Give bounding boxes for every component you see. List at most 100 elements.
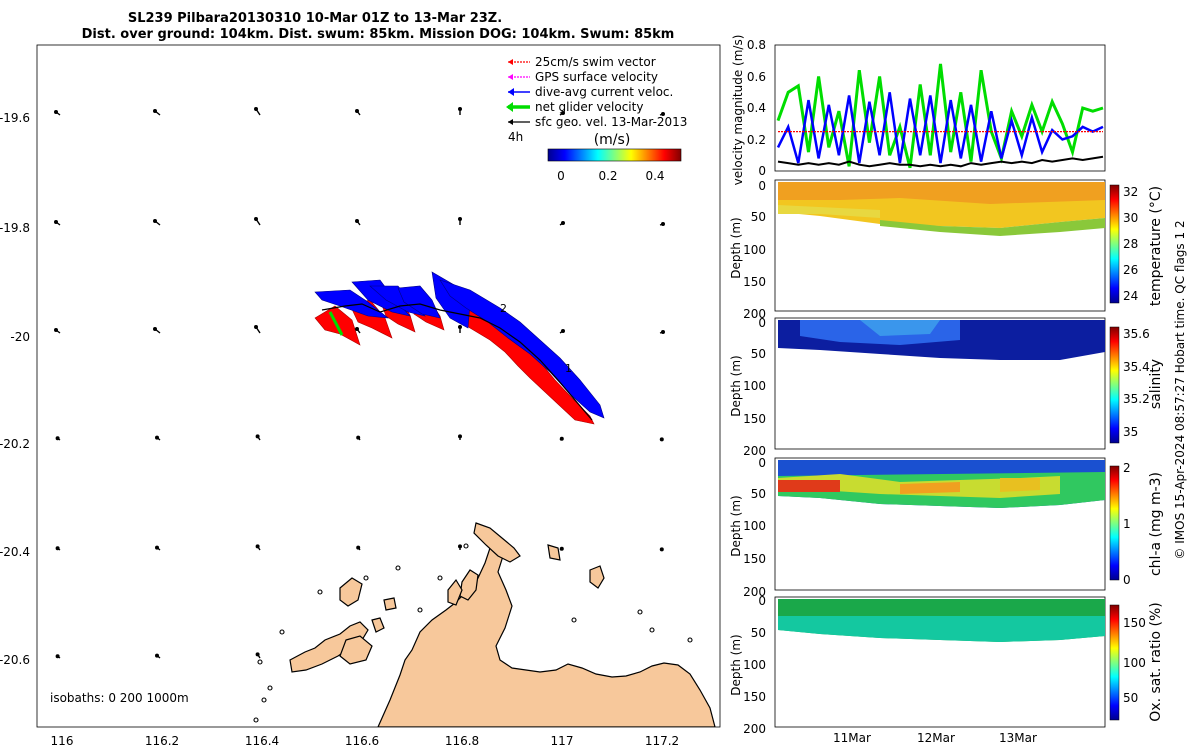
legend-sfc-geo: sfc geo. vel. 13-Mar-2013 [535, 115, 687, 129]
legend-4h: 4h [508, 130, 523, 144]
date-xtick: 11Mar [833, 731, 871, 745]
sfc-geo-arrowhead [659, 547, 664, 552]
sal-colorbar [1109, 326, 1120, 444]
sfc-geo-arrowhead [458, 106, 463, 111]
sfc-geo-arrowhead [355, 218, 360, 223]
map-panel: 2 1 116 116.2 116.4 116.6 116.8 117 117.… [0, 44, 721, 748]
map-xtick: 117.2 [645, 734, 679, 748]
sfc-geo-arrowhead [355, 108, 360, 113]
sfc-geo-arrowhead [154, 545, 159, 550]
temp-ylabel: Depth (m) [729, 217, 743, 278]
title-line1: SL239 Pilbara20130310 10-Mar 01Z to 13-M… [128, 11, 502, 26]
map-legend: 25cm/s swim vector GPS surface velocity … [506, 55, 687, 183]
sfc-geo-arrowhead [152, 108, 157, 113]
sfc-geo-arrowhead [561, 329, 566, 334]
ox-ytick: 100 [743, 658, 766, 672]
coastline-islets [253, 543, 693, 723]
temp-cbar-tick: 28 [1123, 237, 1138, 251]
temp-ytick: 50 [751, 210, 766, 224]
ox-ytick: 0 [758, 594, 766, 608]
chla-ytick: 100 [743, 519, 766, 533]
velocity-series-line [776, 63, 1104, 169]
temp-cbar-tick: 26 [1123, 263, 1138, 277]
sal-cbar-tick: 35.4 [1123, 360, 1150, 374]
sfc-geo-arrowhead [661, 330, 666, 335]
vel-ytick: 0.2 [747, 133, 766, 147]
vel-ytick: 0 [758, 164, 766, 178]
vel-ylabel: velocity magnitude (m/s) [731, 35, 745, 186]
net-glider-velocity-arrow [328, 311, 344, 336]
sal-cbar-tick: 35.2 [1123, 392, 1150, 406]
ox-cbar-tick: 100 [1123, 656, 1146, 670]
sfc-geo-arrowhead [54, 219, 59, 224]
sfc-geo-arrowhead [54, 109, 59, 114]
sfc-geo-arrowhead [253, 216, 258, 221]
map-xtick: 116.2 [145, 734, 179, 748]
map-axes-box [36, 44, 721, 728]
sfc-geo-arrowhead [55, 654, 60, 659]
date-xtick: 13Mar [999, 731, 1037, 745]
sfc-geo-arrowhead [458, 216, 463, 221]
chla-ytick: 50 [751, 487, 766, 501]
map-ytick: -20.4 [0, 545, 30, 559]
isobaths-label: isobaths: 0 200 1000m [50, 691, 189, 705]
temp-ytick: 100 [743, 243, 766, 257]
sfc-geo-arrowhead [458, 434, 463, 439]
track-label-2: 2 [500, 302, 507, 315]
map-xtick: 116 [51, 734, 74, 748]
temp-ytick: 200 [743, 307, 766, 321]
coastline-land [289, 522, 716, 727]
sfc-geo-arrowhead [355, 327, 360, 332]
legend-dive-avg: dive-avg current veloc. [535, 85, 673, 99]
date-xtick: 12Mar [917, 731, 955, 745]
ox-colorbar [1109, 604, 1120, 721]
ox-ytick: 150 [743, 690, 766, 704]
map-yticks: -19.6 -19.8 -20 -20.2 -20.4 -20.6 [0, 111, 30, 667]
copyright-footer: © IMOS 15-Apr-2024 08:57:27 Hobart time.… [1173, 220, 1187, 559]
legend-gps-velocity: GPS surface velocity [535, 70, 658, 84]
temp-cbar-tick: 24 [1123, 289, 1138, 303]
sfc-geo-arrowhead [661, 111, 666, 116]
track-label-1: 1 [565, 362, 572, 375]
sal-cbar-tick: 35 [1123, 425, 1138, 439]
chla-colorbar [1109, 465, 1120, 581]
ox-cbar-label: Ox. sat. ratio (%) [1148, 602, 1164, 721]
chla-ytick: 150 [743, 552, 766, 566]
sal-ylabel: Depth (m) [729, 355, 743, 416]
map-ytick: -20.2 [0, 437, 30, 451]
sfc-geo-arrowhead [559, 436, 564, 441]
sfc-geo-arrowhead [659, 437, 664, 442]
temperature-panel: 0 50 100 150 200 Depth (m) 24 26 28 30 3… [729, 179, 1164, 321]
sal-ytick: 200 [743, 444, 766, 458]
map-xticks: 116 116.2 116.4 116.6 116.8 117 117.2 [51, 734, 680, 748]
vel-ytick: 0.4 [747, 101, 766, 115]
oxygen-panel: 0 50 100 150 200 Depth (m) 50 100 150 Ox… [729, 594, 1164, 745]
chla-panel: 0 50 100 150 200 Depth (m) 0 1 2 chl-a (… [729, 456, 1164, 599]
chla-ylabel: Depth (m) [729, 495, 743, 556]
map-ytick: -20.6 [0, 653, 30, 667]
ox-cbar-tick: 50 [1123, 691, 1138, 705]
ox-ytick: 50 [751, 626, 766, 640]
map-xtick: 117 [551, 734, 574, 748]
chla-cbar-label: chl-a (mg m-3) [1148, 472, 1164, 576]
sfc-geo-arrowhead [152, 327, 157, 332]
sfc-geo-velocity-field [54, 106, 666, 659]
chla-cbar-tick: 2 [1123, 461, 1131, 475]
sal-ytick: 150 [743, 412, 766, 426]
sfc-geo-arrowhead [559, 546, 564, 551]
map-xtick: 116.6 [345, 734, 379, 748]
sal-ytick: 50 [751, 347, 766, 361]
legend-swim-vector: 25cm/s swim vector [535, 55, 656, 69]
sfc-geo-arrowhead [255, 652, 260, 657]
colorbar-tick: 0.4 [645, 169, 664, 183]
sal-cbar-tick: 35.6 [1123, 327, 1150, 341]
sfc-geo-arrowhead [255, 544, 260, 549]
sal-cbar-label: salinity [1148, 359, 1164, 409]
map-ytick: -19.6 [0, 111, 30, 125]
glider-track-line [321, 303, 593, 421]
velocity-panel: 0 0.2 0.4 0.6 0.8 velocity magnitude (m/… [731, 35, 1106, 186]
sfc-geo-arrowhead [253, 106, 258, 111]
map-ytick: -20 [10, 330, 30, 344]
vel-ytick: 0.8 [747, 38, 766, 52]
sfc-geo-arrowhead [55, 546, 60, 551]
